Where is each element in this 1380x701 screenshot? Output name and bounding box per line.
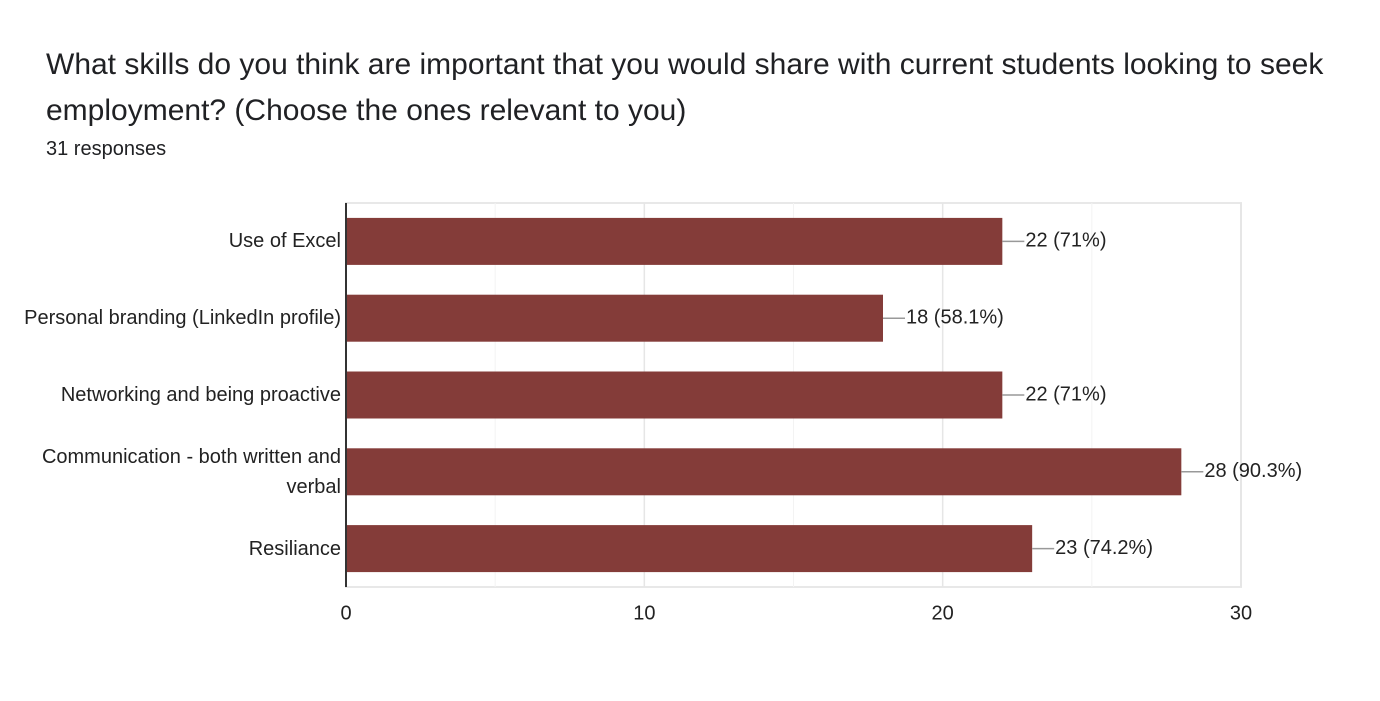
bar xyxy=(346,448,1182,496)
x-tick-label: 0 xyxy=(340,602,351,624)
x-tick-label: 10 xyxy=(633,602,655,624)
bar xyxy=(346,371,1003,419)
bar xyxy=(346,525,1033,573)
chart-title: What skills do you think are important t… xyxy=(46,48,1324,127)
value-label: 18 (58.1%) xyxy=(906,306,1004,328)
x-tick-label: 30 xyxy=(1230,602,1252,624)
y-tick-label: Networking and being proactive xyxy=(60,383,341,406)
value-label: 28 (90.3%) xyxy=(1204,460,1302,482)
value-label: 23 (74.2%) xyxy=(1055,537,1153,559)
x-tick-label: 20 xyxy=(932,602,954,624)
bar xyxy=(346,294,883,342)
value-label: 22 (71%) xyxy=(1025,230,1106,252)
y-tick-label: Resiliance xyxy=(248,537,341,560)
y-tick-label: Personal branding (LinkedIn profile) xyxy=(24,307,341,330)
value-label: 22 (71%) xyxy=(1025,383,1106,405)
y-tick-label: Communication - both written and verbal xyxy=(41,445,341,498)
chart-subtitle: 31 responses xyxy=(46,138,167,160)
y-tick-label: Use of Excel xyxy=(228,230,341,253)
bar xyxy=(346,217,1003,265)
